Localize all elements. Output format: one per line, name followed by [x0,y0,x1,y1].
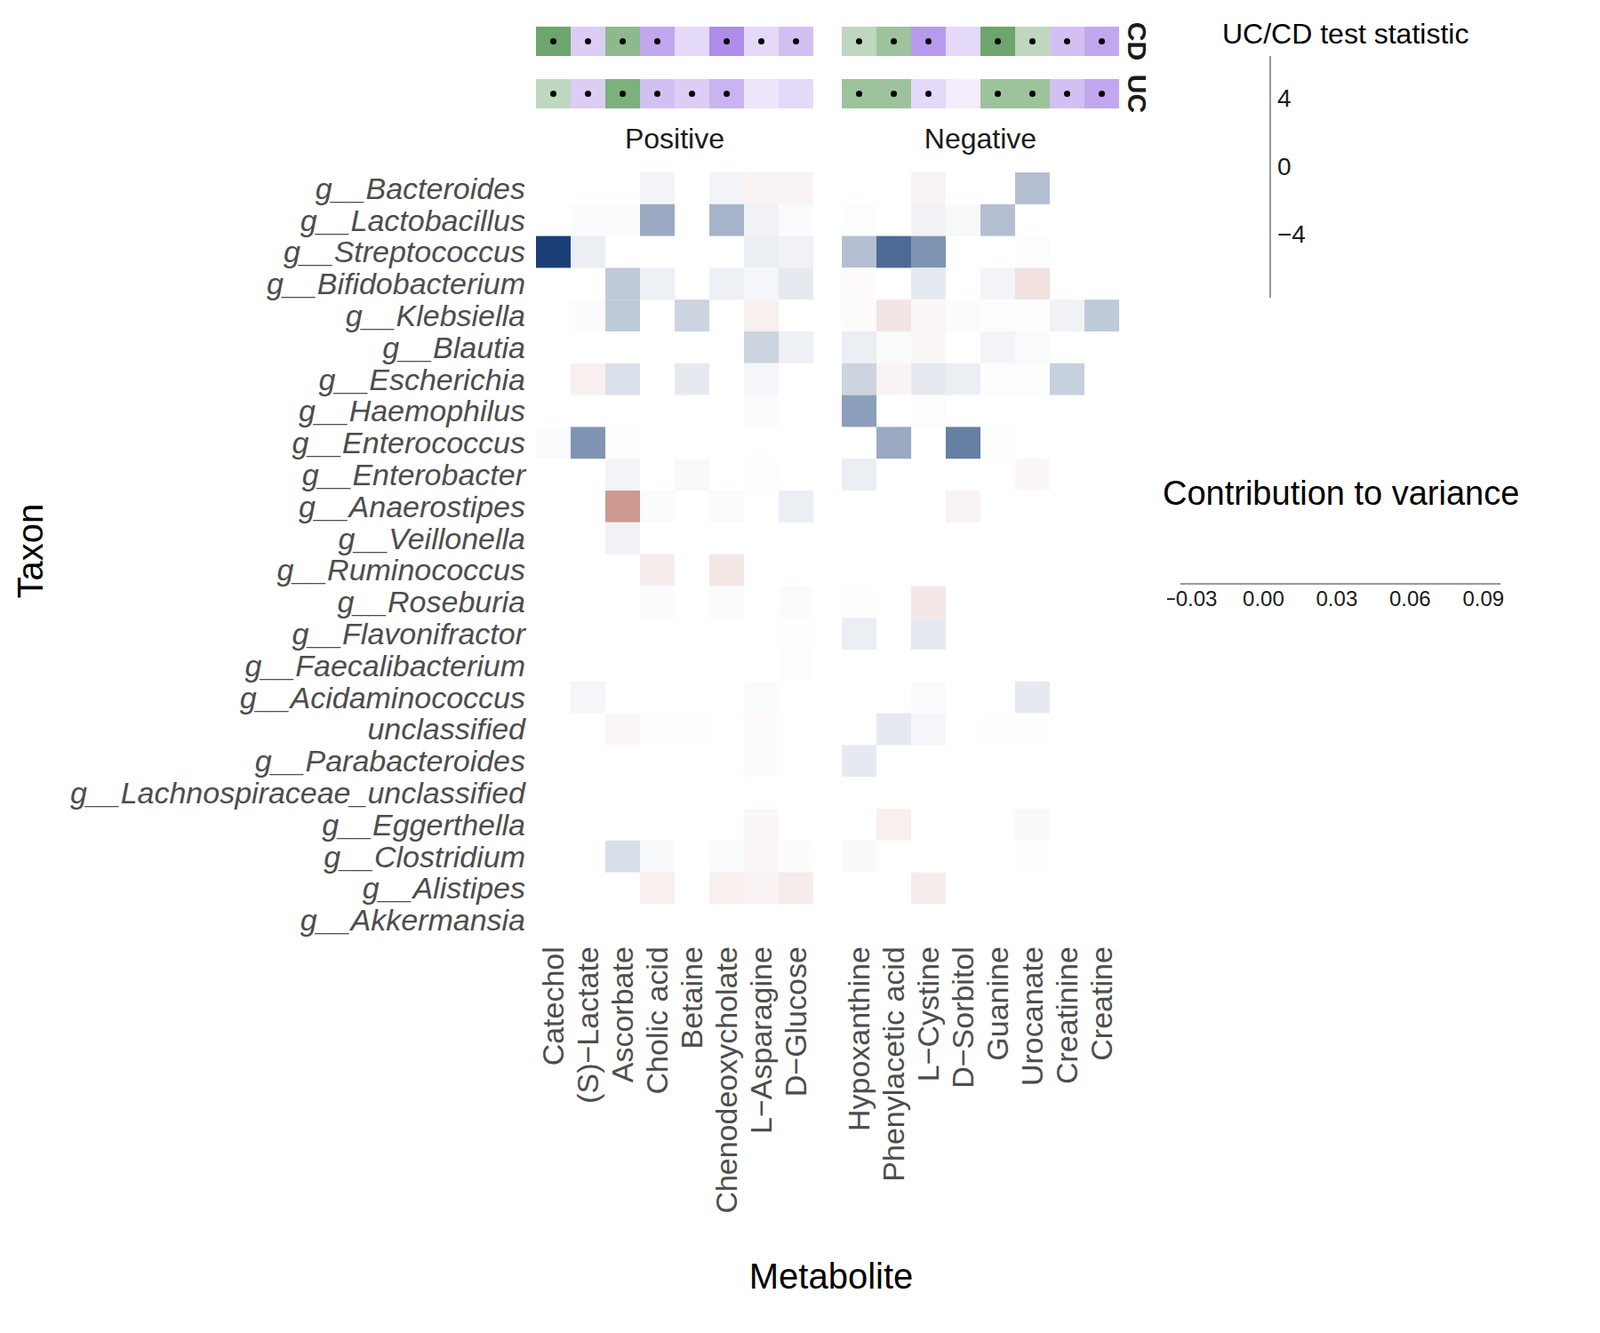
html-text:Negative: Negative [924,122,1037,155]
svg-text:g__Lachnospiraceae_unclassifie: g__Lachnospiraceae_unclassified [70,776,527,810]
html-text:Taxon: Taxon [10,503,50,599]
svg-text:g__Parabacteroides: g__Parabacteroides [255,744,526,778]
svg-text:−4: −4 [1277,220,1306,248]
svg-text:0.00: 0.00 [1242,586,1285,611]
svg-text:g__Bifidobacterium: g__Bifidobacterium [266,266,526,301]
svg-text:0.06: 0.06 [1389,586,1432,611]
svg-text:g__Clostridium: g__Clostridium [323,840,526,874]
svg-text:g__Akkermansia: g__Akkermansia [300,903,526,937]
svg-text:Creatinine: Creatinine [1049,946,1084,1085]
html-text:UC/CD test statistic: UC/CD test statistic [1222,17,1469,50]
svg-text:g__Alistipes: g__Alistipes [362,871,526,905]
svg-text:L−Asparagine: L−Asparagine [744,946,778,1135]
svg-text:g__Blautia: g__Blautia [382,330,526,365]
svg-text:Creatine: Creatine [1084,946,1119,1061]
svg-text:0.09: 0.09 [1462,586,1504,611]
svg-text:(S)−Lactate: (S)−Lactate [570,946,605,1104]
svg-text:g__Lactobacillus: g__Lactobacillus [300,203,526,238]
svg-text:g__Eggerthella: g__Eggerthella [321,808,526,842]
svg-text:g__Enterobacter: g__Enterobacter [302,457,528,492]
svg-text:Cholic acid: Cholic acid [640,946,674,1095]
svg-text:g__Bacteroides: g__Bacteroides [315,171,526,206]
svg-text:unclassified: unclassified [367,712,527,746]
svg-text:g__Faecalibacterium: g__Faecalibacterium [245,648,526,683]
html-text:Positive: Positive [624,122,725,155]
svg-text:g__Ruminococcus: g__Ruminococcus [276,552,526,587]
svg-text:Urocanate: Urocanate [1015,946,1049,1087]
svg-text:g__Anaerostipes: g__Anaerostipes [298,489,526,524]
svg-text:Guanine: Guanine [980,946,1015,1062]
svg-text:L−Cystine: L−Cystine [911,946,945,1082]
svg-text:4: 4 [1277,84,1292,112]
svg-text:0: 0 [1277,152,1292,181]
svg-text:UC: UC [1122,74,1152,113]
svg-text:Ascorbate: Ascorbate [605,946,640,1083]
svg-text:g__Flavonifractor: g__Flavonifractor [291,616,527,651]
svg-text:g__Acidaminococcus: g__Acidaminococcus [240,680,526,715]
svg-text:−0.03: −0.03 [1167,586,1217,611]
svg-text:D−Sorbitol: D−Sorbitol [945,946,980,1089]
svg-text:Hypoxanthine: Hypoxanthine [841,946,876,1132]
svg-text:Betaine: Betaine [674,946,709,1049]
svg-text:g__Roseburia: g__Roseburia [336,584,526,619]
svg-text:g__Klebsiella: g__Klebsiella [345,298,526,333]
svg-text:Catechol: Catechol [536,946,570,1066]
svg-text:g__Escherichia: g__Escherichia [319,362,526,397]
svg-text:0.03: 0.03 [1316,586,1359,611]
svg-text:g__Enterococcus: g__Enterococcus [291,425,526,460]
svg-text:g__Veillonella: g__Veillonella [338,521,526,556]
svg-text:g__Haemophilus: g__Haemophilus [298,393,526,428]
svg-text:Chenodeoxycholate: Chenodeoxycholate [709,946,744,1214]
svg-text:Phenylacetic acid: Phenylacetic acid [876,946,911,1182]
html-text:Metabolite: Metabolite [749,1256,914,1296]
svg-text:CD: CD [1122,22,1152,61]
svg-text:g__Streptococcus: g__Streptococcus [283,234,526,269]
html-text:Contribution to variance: Contribution to variance [1162,474,1520,512]
svg-text:D−Glucose: D−Glucose [778,946,813,1097]
